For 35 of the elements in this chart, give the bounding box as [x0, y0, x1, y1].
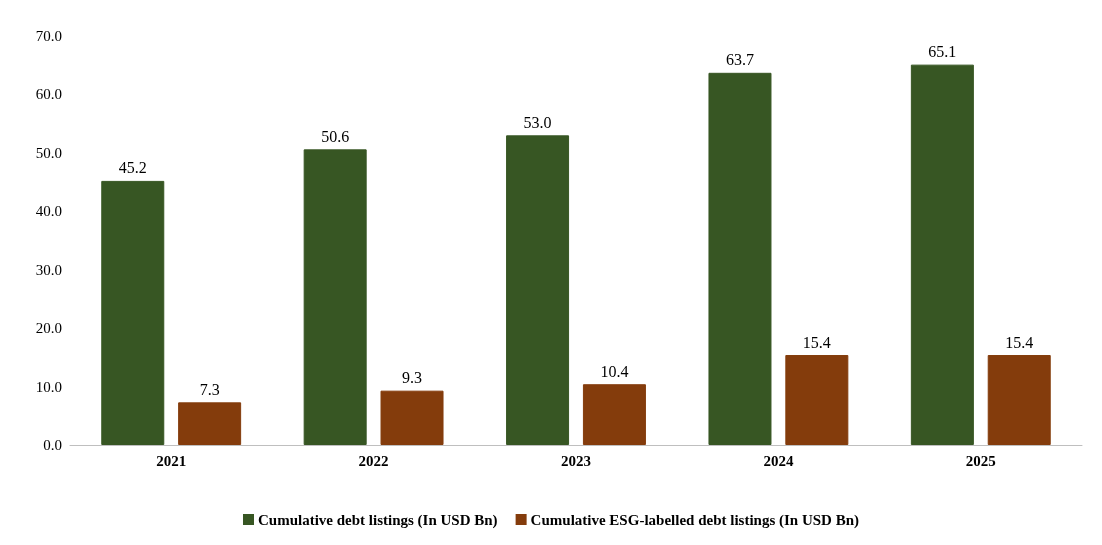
bar: [101, 180, 165, 445]
data-label: 45.2: [118, 159, 147, 177]
y-tick-label: 0.0: [43, 437, 62, 453]
y-tick-label: 20.0: [35, 320, 62, 337]
y-tick-label: 30.0: [35, 261, 62, 278]
data-label: 63.7: [725, 51, 754, 69]
bar: [303, 149, 367, 445]
data-label: 53.0: [523, 113, 552, 131]
data-label: 15.4: [802, 333, 831, 351]
bar: [910, 64, 974, 445]
data-label: 10.4: [600, 362, 629, 380]
data-label: 9.3: [402, 369, 423, 387]
bar: [785, 355, 849, 445]
data-label: 15.4: [1005, 333, 1034, 351]
bar: [506, 135, 570, 445]
bar: [987, 355, 1051, 445]
data-label: 7.3: [199, 380, 220, 398]
y-tick-label: 70.0: [35, 28, 62, 44]
x-tick-label: 2023: [561, 452, 591, 469]
legend-label: Cumulative debt listings (In USD Bn): [257, 511, 498, 529]
data-label: 65.1: [928, 43, 957, 61]
bar: [708, 72, 772, 445]
x-tick-label: 2022: [358, 452, 389, 469]
bar: [380, 390, 444, 445]
y-tick-label: 60.0: [35, 86, 62, 103]
x-tick-label: 2021: [156, 452, 187, 469]
y-tick-label: 10.0: [35, 378, 62, 395]
y-tick-label: 40.0: [35, 203, 62, 220]
bar: [178, 402, 242, 445]
x-tick-label: 2024: [763, 452, 794, 469]
data-label: 50.6: [321, 127, 350, 145]
y-tick-label: 50.0: [35, 144, 62, 161]
legend-label: Cumulative ESG-labelled debt listings (In USD Bn): [530, 511, 860, 529]
bar: [582, 384, 646, 445]
x-tick-label: 2025: [965, 452, 996, 469]
